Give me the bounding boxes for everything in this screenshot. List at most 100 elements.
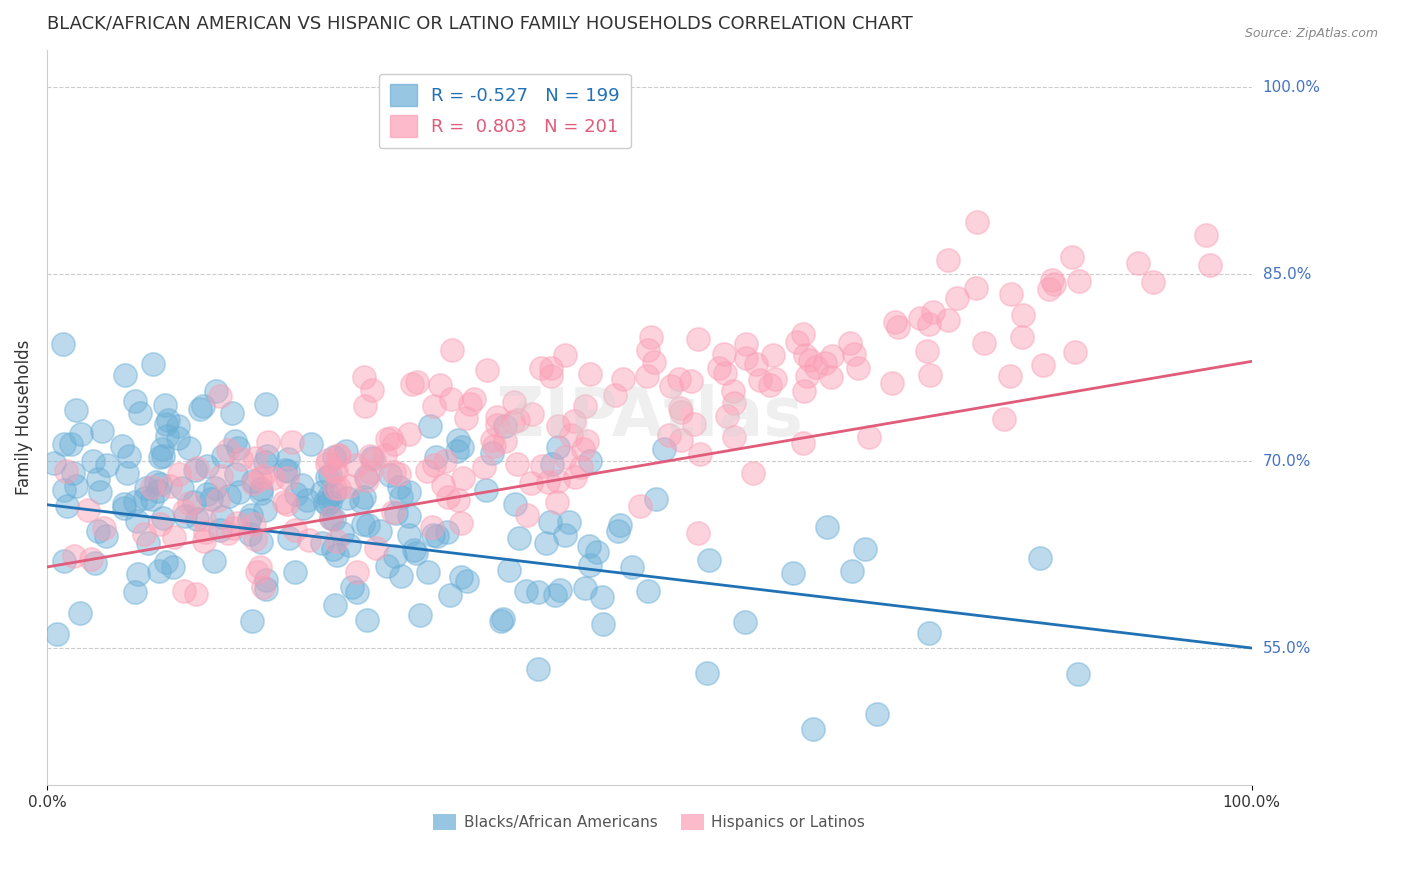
Blacks/African Americans [70, 427, 93, 442]
Blacks/African Americans [536, 535, 558, 549]
Blacks/African Americans [283, 565, 305, 579]
Blacks/African Americans [118, 449, 141, 463]
Hispanics or Latinos [569, 460, 592, 475]
Blacks/African Americans [398, 485, 420, 500]
Blacks/African Americans [253, 503, 276, 517]
Hispanics or Latinos [276, 471, 298, 485]
Blacks/African Americans [135, 481, 157, 495]
Blacks/African Americans [84, 557, 107, 571]
Hispanics or Latinos [416, 464, 439, 478]
Hispanics or Latinos [346, 565, 368, 579]
Hispanics or Latinos [325, 534, 347, 549]
Blacks/African Americans [277, 452, 299, 467]
Hispanics or Latinos [540, 368, 562, 383]
Blacks/African Americans [238, 512, 260, 526]
Blacks/African Americans [398, 527, 420, 541]
Hispanics or Latinos [55, 464, 77, 478]
Hispanics or Latinos [173, 584, 195, 599]
Blacks/African Americans [225, 467, 247, 481]
Blacks/African Americans [256, 573, 278, 587]
Blacks/African Americans [142, 357, 165, 371]
Blacks/African Americans [375, 559, 398, 574]
Blacks/African Americans [315, 470, 337, 484]
Hispanics or Latinos [359, 449, 381, 463]
Hispanics or Latinos [1000, 287, 1022, 301]
Blacks/African Americans [94, 529, 117, 543]
Blacks/African Americans [352, 517, 374, 532]
Blacks/African Americans [195, 459, 218, 474]
Blacks/African Americans [606, 524, 628, 539]
Blacks/African Americans [353, 490, 375, 504]
Blacks/African Americans [311, 535, 333, 549]
Text: ZIPAtlas: ZIPAtlas [496, 384, 803, 450]
Hispanics or Latinos [456, 411, 478, 425]
Blacks/African Americans [866, 706, 889, 721]
Hispanics or Latinos [686, 332, 709, 346]
Hispanics or Latinos [612, 372, 634, 386]
Hispanics or Latinos [520, 408, 543, 422]
Blacks/African Americans [389, 490, 412, 504]
Hispanics or Latinos [252, 580, 274, 594]
Hispanics or Latinos [222, 521, 245, 535]
Hispanics or Latinos [842, 347, 865, 361]
Hispanics or Latinos [537, 475, 560, 489]
Blacks/African Americans [319, 495, 342, 509]
Hispanics or Latinos [945, 291, 967, 305]
Blacks/African Americans [89, 484, 111, 499]
Blacks/African Americans [152, 510, 174, 524]
Hispanics or Latinos [858, 430, 880, 444]
Hispanics or Latinos [440, 343, 463, 357]
Blacks/African Americans [801, 723, 824, 737]
Blacks/African Americans [190, 401, 212, 416]
Hispanics or Latinos [759, 378, 782, 392]
Blacks/African Americans [475, 483, 498, 497]
Blacks/African Americans [124, 394, 146, 409]
Text: 100.0%: 100.0% [1263, 79, 1320, 95]
Blacks/African Americans [384, 549, 406, 563]
Blacks/African Americans [177, 441, 200, 455]
Hispanics or Latinos [323, 481, 346, 495]
Hispanics or Latinos [821, 349, 844, 363]
Hispanics or Latinos [993, 411, 1015, 425]
Blacks/African Americans [211, 510, 233, 524]
Hispanics or Latinos [481, 433, 503, 447]
Hispanics or Latinos [432, 477, 454, 491]
Blacks/African Americans [494, 418, 516, 433]
Hispanics or Latinos [799, 352, 821, 367]
Blacks/African Americans [52, 337, 75, 351]
Hispanics or Latinos [846, 361, 869, 376]
Hispanics or Latinos [243, 532, 266, 546]
Text: 70.0%: 70.0% [1263, 453, 1310, 468]
Hispanics or Latinos [1067, 274, 1090, 288]
Hispanics or Latinos [707, 360, 730, 375]
Hispanics or Latinos [284, 523, 307, 537]
Blacks/African Americans [52, 483, 75, 497]
Blacks/African Americans [157, 413, 180, 427]
Hispanics or Latinos [640, 330, 662, 344]
Blacks/African Americans [609, 517, 631, 532]
Blacks/African Americans [145, 475, 167, 489]
Blacks/African Americans [323, 450, 346, 464]
Hispanics or Latinos [887, 319, 910, 334]
Blacks/African Americans [734, 615, 756, 630]
Hispanics or Latinos [249, 559, 271, 574]
Hispanics or Latinos [375, 432, 398, 446]
Hispanics or Latinos [554, 348, 576, 362]
Hispanics or Latinos [76, 503, 98, 517]
Blacks/African Americans [183, 463, 205, 477]
Hispanics or Latinos [714, 366, 737, 380]
Text: Source: ZipAtlas.com: Source: ZipAtlas.com [1244, 27, 1378, 40]
Blacks/African Americans [515, 583, 537, 598]
Blacks/African Americans [492, 612, 515, 626]
Hispanics or Latinos [973, 335, 995, 350]
Blacks/African Americans [405, 546, 427, 560]
Hispanics or Latinos [276, 497, 298, 511]
Hispanics or Latinos [366, 541, 388, 556]
Blacks/African Americans [402, 542, 425, 557]
Hispanics or Latinos [242, 517, 264, 532]
Hispanics or Latinos [209, 468, 232, 483]
Blacks/African Americans [446, 443, 468, 458]
Blacks/African Americans [173, 509, 195, 524]
Blacks/African Americans [208, 523, 231, 537]
Blacks/African Americans [291, 478, 314, 492]
